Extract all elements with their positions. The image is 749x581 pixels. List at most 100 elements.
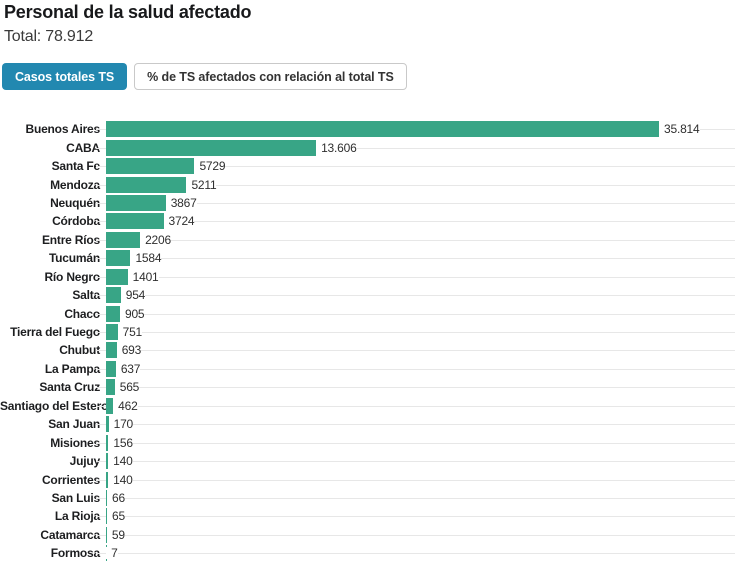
bar-track: 3867 <box>96 194 749 211</box>
category-label: La Rioja <box>54 509 100 524</box>
bar-track: 565 <box>96 379 749 396</box>
row-gridline <box>96 387 735 389</box>
bar-track: 140 <box>96 471 749 488</box>
bar[interactable] <box>106 379 115 396</box>
row-gridline <box>96 479 735 481</box>
bar-chart: Buenos Aires 35.814 CABA 13.606 Santa Fe 5729… <box>0 120 749 563</box>
value-label: 751 <box>117 326 142 339</box>
bar[interactable] <box>106 471 109 488</box>
value-label: 905 <box>119 307 145 320</box>
value-label: 170 <box>108 418 133 431</box>
value-label: 140 <box>108 473 133 486</box>
row-gridline <box>96 239 735 241</box>
total-line: Total: 78.912 <box>4 28 94 45</box>
value-label: 954 <box>120 289 145 302</box>
bar[interactable] <box>106 121 659 138</box>
row-gridline <box>96 461 735 463</box>
category-label: Neuquén <box>50 195 100 210</box>
bar-row: Santiago del Estero 462 <box>0 397 749 415</box>
tab-porcentaje-ts[interactable]: % de TS afectados con relación al total … <box>134 63 407 90</box>
bar-row: Tierra del Fuego 751 <box>0 323 749 341</box>
value-label: 5211 <box>186 178 217 191</box>
bar[interactable] <box>106 250 131 267</box>
category-label: Buenos Aires <box>25 122 100 137</box>
value-label: 140 <box>108 455 133 468</box>
row-gridline <box>96 202 735 204</box>
value-label: 1401 <box>127 270 159 283</box>
bar[interactable] <box>106 213 164 230</box>
category-label: Santiago del Estero <box>0 398 109 413</box>
bar[interactable] <box>106 176 187 193</box>
value-label: 637 <box>115 362 140 375</box>
bar-track: 1584 <box>96 250 749 267</box>
bar[interactable] <box>106 397 114 414</box>
category-label: Santa Fe <box>51 159 101 174</box>
value-label: 3867 <box>165 196 197 209</box>
category-label: Tierra del Fuego <box>10 325 100 340</box>
bar-row: La Pampa 637 <box>0 360 749 378</box>
bar-row: Entre Ríos 2206 <box>0 231 749 249</box>
bar[interactable] <box>106 526 107 543</box>
bar-track: 66 <box>96 489 749 506</box>
bar[interactable] <box>106 287 121 304</box>
category-label: Salta <box>72 288 100 303</box>
row-gridline <box>96 534 735 536</box>
category-label: Formosa <box>50 546 100 561</box>
category-label: Río Negro <box>44 269 100 284</box>
bar-row: San Juan 170 <box>0 415 749 433</box>
bar[interactable] <box>106 139 317 156</box>
tab-casos-totales[interactable]: Casos totales TS <box>2 63 128 90</box>
bar[interactable] <box>106 324 118 341</box>
tab-bar: Casos totales TS % de TS afectados con r… <box>2 63 749 90</box>
bar[interactable] <box>106 268 128 285</box>
bar-row: CABA 13.606 <box>0 138 749 156</box>
bar-row: Corrientes 140 <box>0 470 749 488</box>
bar[interactable] <box>106 489 108 506</box>
category-label: Chubut <box>59 343 100 358</box>
row-gridline <box>96 368 735 370</box>
category-label: La Pampa <box>44 361 100 376</box>
value-label: 462 <box>113 399 138 412</box>
bar-track: 5211 <box>96 176 749 193</box>
bar-row: Mendoza 5211 <box>0 175 749 193</box>
bar-track: 3724 <box>96 213 749 230</box>
bar[interactable] <box>106 508 107 525</box>
bar-track: 7 <box>96 545 749 562</box>
bar-row: Chubut 693 <box>0 341 749 359</box>
value-label: 156 <box>108 436 133 449</box>
bar-track: 13.606 <box>96 139 749 156</box>
row-gridline <box>96 442 735 444</box>
category-label: San Juan <box>48 417 100 432</box>
row-gridline <box>96 497 735 499</box>
category-label: CABA <box>66 140 100 155</box>
row-gridline <box>96 258 735 260</box>
bar-track: 905 <box>96 305 749 322</box>
row-gridline <box>96 184 735 186</box>
bar[interactable] <box>106 158 195 175</box>
value-label: 3724 <box>163 215 195 228</box>
category-label: Catamarca <box>40 527 100 542</box>
bar[interactable] <box>106 453 109 470</box>
bar[interactable] <box>106 360 116 377</box>
bar-track: 170 <box>96 416 749 433</box>
bar[interactable] <box>106 231 141 248</box>
category-label: Tucumán <box>48 251 100 266</box>
bar[interactable] <box>106 194 166 211</box>
bar-row: Santa Cruz 565 <box>0 378 749 396</box>
bar[interactable] <box>106 342 117 359</box>
bar[interactable] <box>106 305 120 322</box>
value-label: 65 <box>107 510 125 523</box>
bar-track: 693 <box>96 342 749 359</box>
bar-track: 2206 <box>96 231 749 248</box>
bar-row: Catamarca 59 <box>0 526 749 544</box>
bar[interactable] <box>106 416 109 433</box>
bar[interactable] <box>106 434 109 451</box>
value-label: 13.606 <box>316 141 357 154</box>
value-label: 66 <box>107 491 125 504</box>
row-gridline <box>96 553 735 555</box>
category-label: Santa Cruz <box>39 380 100 395</box>
value-label: 35.814 <box>659 123 700 136</box>
bar-row: Jujuy 140 <box>0 452 749 470</box>
row-gridline <box>96 295 735 297</box>
